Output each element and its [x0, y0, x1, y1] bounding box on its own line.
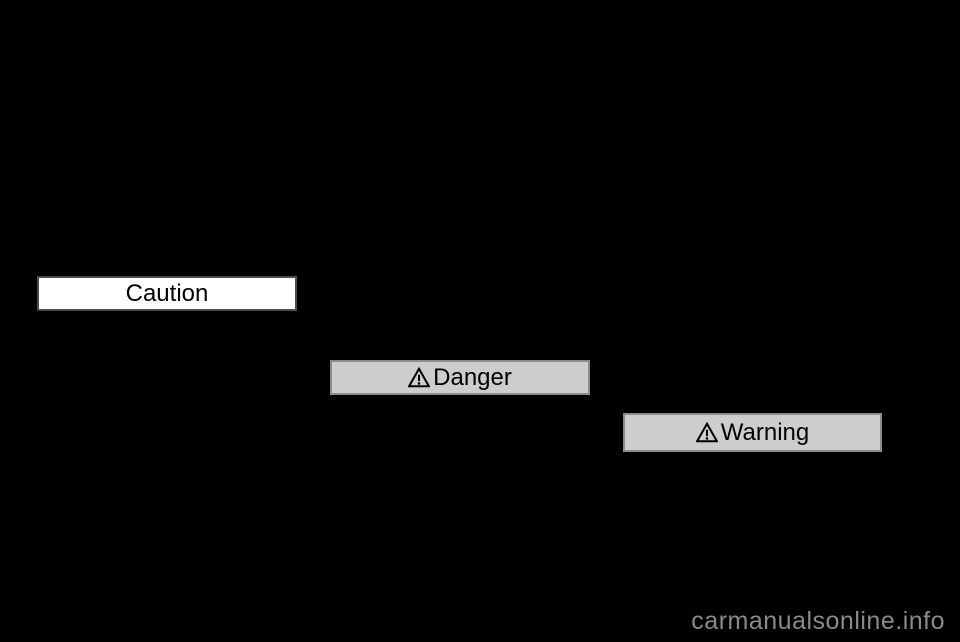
warning-heading-label: Warning [720, 418, 810, 446]
caution-heading: Caution [37, 276, 297, 311]
warning-triangle-icon [408, 367, 431, 388]
watermark-text: carmanualsonline.info [691, 607, 945, 635]
warning-triangle-icon [695, 422, 718, 443]
caution-heading-label: Caution [125, 279, 209, 307]
warning-heading: Warning [623, 413, 882, 452]
danger-heading: Danger [330, 360, 590, 395]
danger-heading-label: Danger [433, 363, 512, 391]
